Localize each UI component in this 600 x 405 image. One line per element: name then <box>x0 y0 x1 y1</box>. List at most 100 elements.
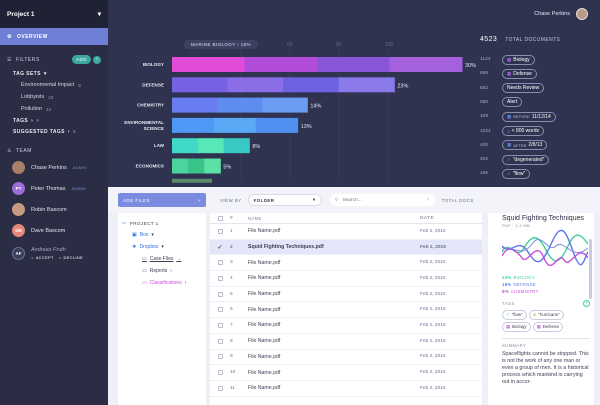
table-row[interactable]: 3 File Name.pdf Feb 2, 2015 <box>210 255 482 272</box>
tree-item[interactable]: ▣ Box ▾ <box>118 229 206 241</box>
document-tag-row[interactable]: 1124 ▦ Biology <box>480 53 590 66</box>
row-checkbox[interactable] <box>210 354 230 360</box>
tag-pill[interactable]: ▦ Biology <box>502 321 531 332</box>
scrollbar[interactable] <box>589 239 592 299</box>
file-name[interactable]: File Name.pdf <box>248 228 281 235</box>
bar-segment[interactable] <box>217 97 263 113</box>
accept-button[interactable]: ACCEPT <box>31 255 54 260</box>
tree-root[interactable]: ▭ PROJECT 1 <box>118 217 206 229</box>
tags-header[interactable]: TAGS › 9 <box>0 115 108 126</box>
tag-sets-header[interactable]: TAG SETS ▾ <box>0 68 108 79</box>
table-row[interactable]: 7 File Name.pdf Feb 2, 2015 <box>210 318 482 334</box>
row-checkbox[interactable] <box>210 385 230 391</box>
bar-segment[interactable] <box>172 77 229 93</box>
table-row[interactable]: 5 File Name.pdf Feb 2, 2015 <box>210 287 482 303</box>
nav-overview[interactable]: ⚙ OVERVIEW <box>0 28 108 45</box>
bar-segment[interactable] <box>283 77 340 93</box>
col-number[interactable]: # <box>230 215 234 221</box>
table-row[interactable]: 1 File Name.pdf Feb 2, 2015 <box>210 224 482 240</box>
decline-button[interactable]: DECLINE <box>59 255 83 260</box>
project-switcher[interactable]: Project 1 ▾ <box>0 0 108 28</box>
row-checkbox[interactable] <box>210 260 230 266</box>
breadcrumb[interactable]: MARINE BIOLOGY › 15% <box>184 40 258 49</box>
file-name[interactable]: File Name.pdf <box>248 353 281 360</box>
bar-segment[interactable] <box>188 158 205 174</box>
team-member[interactable]: PT Peter Thomas ADMIN <box>0 178 108 199</box>
tag-pill[interactable]: ▦ AFTER 2/8/13 <box>502 140 548 151</box>
table-row[interactable]: 11 File Name.pdf Feb 2, 2015 <box>210 381 482 397</box>
file-name[interactable]: File Name.pdf <box>248 306 281 313</box>
tag-pill[interactable]: ✓ "flow" <box>502 168 531 179</box>
table-row[interactable]: 9 File Name.pdf Feb 2, 2015 <box>210 350 482 366</box>
tree-item[interactable]: ❖ Dropbox ▾ <box>118 241 206 253</box>
bar-segment[interactable] <box>172 138 199 154</box>
tag-pill[interactable]: Alert <box>502 97 523 108</box>
bar-segment[interactable] <box>262 97 308 113</box>
document-tag-row[interactable]: 196 ✓ "flow" <box>480 167 590 180</box>
bar-segment[interactable] <box>172 57 245 72</box>
tag-set-item[interactable]: Environmental Impact 8 <box>0 79 108 91</box>
team-member[interactable]: DB Dave Bascom <box>0 220 108 241</box>
tag-pill[interactable]: Needs Review <box>502 83 545 94</box>
tag-set-item[interactable]: Lobbyists 23 <box>0 91 108 103</box>
bar-segment[interactable] <box>204 158 221 174</box>
bar-segment[interactable] <box>389 57 463 72</box>
bar-segment[interactable] <box>172 158 189 174</box>
row-checkbox[interactable] <box>210 291 230 297</box>
file-name[interactable]: File Name.pdf <box>248 338 281 345</box>
bar-segment[interactable] <box>197 138 225 154</box>
tree-item[interactable]: ▭ Reports › <box>118 265 206 277</box>
tag-pill[interactable]: ▦ BEFORE 11/12/14 <box>502 111 556 122</box>
bar-segment[interactable] <box>172 97 218 113</box>
row-checkbox[interactable] <box>210 307 230 313</box>
add-filter-button[interactable]: ADD + <box>71 55 101 64</box>
select-all-checkbox[interactable] <box>210 215 230 221</box>
bar-segment[interactable] <box>255 117 299 133</box>
document-tag-row[interactable]: 400 ▦ AFTER 2/8/13 <box>480 139 590 152</box>
file-name[interactable]: File Name.pdf <box>248 291 281 298</box>
bar-segment[interactable] <box>223 138 250 154</box>
tag-set-item[interactable]: Pollution 12 <box>0 103 108 115</box>
search-input[interactable] <box>342 197 423 203</box>
file-name[interactable]: File Name.pdf <box>248 259 281 266</box>
close-icon[interactable]: × <box>426 197 430 203</box>
file-name[interactable]: File Name.pdf <box>248 369 281 376</box>
add-tag-icon[interactable]: + <box>583 299 590 307</box>
tree-item[interactable]: ▭ Case Files → <box>118 253 206 265</box>
table-row[interactable]: ✓ 2 Squid Fighting Techniques.pdf Feb 2, 20… <box>210 239 482 256</box>
table-row[interactable]: 6 File Name.pdf Feb 2, 2015 <box>210 302 482 319</box>
avatar[interactable] <box>576 8 588 20</box>
tag-pill[interactable]: ✓ "flow" <box>502 309 527 320</box>
tree-item[interactable]: ▭ Classifications › <box>118 277 206 289</box>
bar-segment[interactable] <box>213 117 257 133</box>
table-row[interactable]: 4 File Name.pdf Feb 2, 2015 <box>210 271 482 287</box>
view-by-select[interactable]: FOLDER ▾ <box>247 194 322 206</box>
table-row[interactable]: 8 File Name.pdf Feb 2, 2015 <box>210 334 482 350</box>
tag-pill[interactable]: ✓ "degenerated" <box>502 154 550 165</box>
tag-pill[interactable]: ▦ Defense <box>532 321 564 332</box>
add-files-button[interactable]: ADD FILES + <box>118 193 206 207</box>
file-name[interactable]: Squid Fighting Techniques.pdf <box>248 244 324 251</box>
document-tag-row[interactable]: 402 ✓ "degenerated" <box>480 153 590 166</box>
tag-pill[interactable]: ⊘ "hurricane" <box>528 309 564 320</box>
row-checkbox[interactable] <box>210 322 230 328</box>
team-member[interactable]: Chase Perkins ADMIN <box>0 157 108 178</box>
col-name[interactable]: NAME <box>248 215 262 221</box>
document-tag-row[interactable]: 980 Alert <box>480 96 590 109</box>
row-checkbox[interactable] <box>210 338 230 344</box>
table-row[interactable]: 10 File Name.pdf Feb 2, 2015 <box>210 365 482 381</box>
document-tag-row[interactable]: 652 Needs Review <box>480 82 590 95</box>
bar-segment[interactable] <box>227 77 284 93</box>
row-checkbox[interactable] <box>210 228 230 234</box>
file-name[interactable]: File Name.pdf <box>248 385 281 392</box>
document-tag-row[interactable]: 868 ▦ Defense <box>480 67 590 80</box>
col-date[interactable]: DATE <box>420 215 435 221</box>
bar-segment[interactable] <box>338 77 395 93</box>
bar-segment[interactable] <box>172 117 215 133</box>
document-tag-row[interactable]: 1024 ≡ < 800 words <box>480 125 590 138</box>
tag-pill[interactable]: ▦ Biology <box>502 54 535 65</box>
document-tag-row[interactable]: 108 ▦ BEFORE 11/12/14 <box>480 110 590 123</box>
file-name[interactable]: File Name.pdf <box>248 275 281 282</box>
bar-segment[interactable] <box>317 57 390 72</box>
tag-pill[interactable]: ▦ Defense <box>502 68 537 79</box>
